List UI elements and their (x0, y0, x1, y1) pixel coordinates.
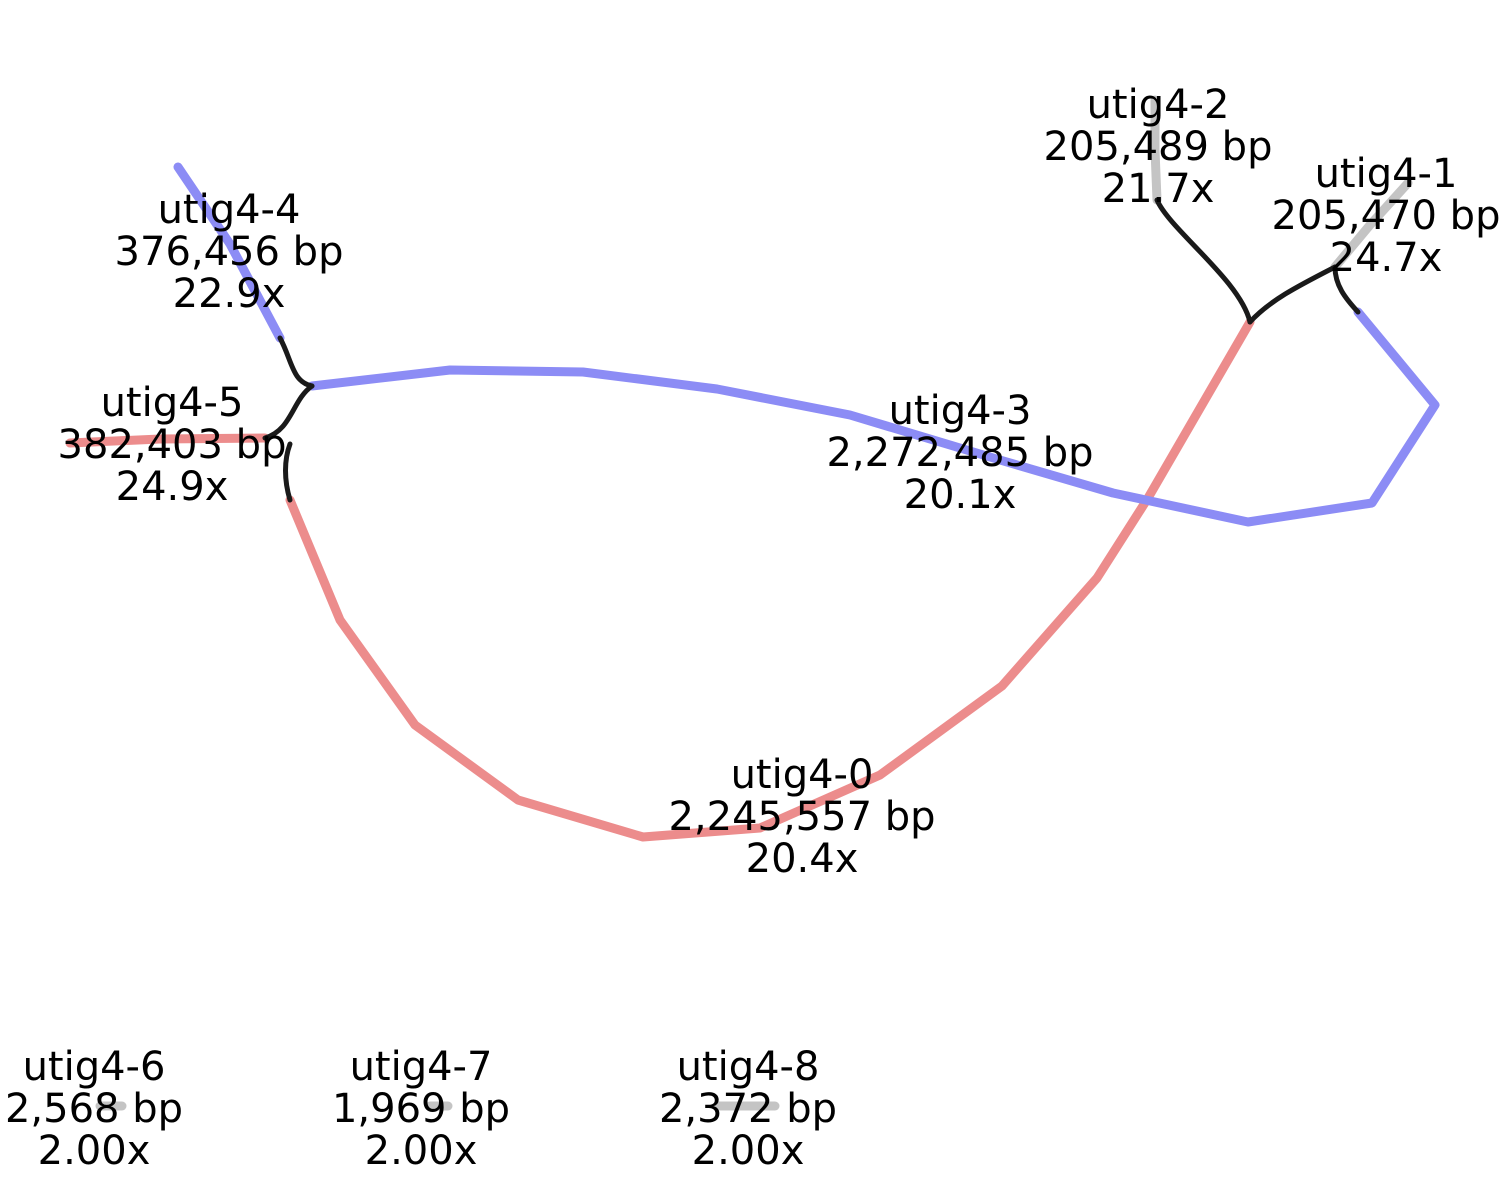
node-depth: 21.7x (1102, 166, 1215, 212)
node-depth: 20.4x (746, 836, 859, 882)
link-utig4-3-utig4-5 (262, 383, 315, 441)
node-depth: 20.1x (904, 472, 1017, 518)
node-length: 205,489 bp (1044, 124, 1273, 170)
label-utig4-0: utig4-0 2,245,557 bp 20.4x (668, 752, 935, 882)
node-name: utig4-4 (158, 187, 301, 233)
node-depth: 24.7x (1330, 235, 1443, 281)
node-length: 382,403 bp (58, 422, 287, 468)
node-length: 2,272,485 bp (826, 430, 1093, 476)
label-utig4-6: utig4-6 2,568 bp 2.00x (5, 1044, 183, 1174)
link-utig4-5-utig4-0 (283, 441, 293, 503)
node-name: utig4-6 (23, 1044, 166, 1090)
node-name: utig4-1 (1315, 151, 1458, 197)
node-depth: 2.00x (692, 1128, 805, 1174)
node-length: 2,245,557 bp (668, 794, 935, 840)
link-utig4-1-utig4-3 (1332, 264, 1361, 315)
link-utig4-0-utig4-1 (1247, 264, 1338, 325)
node-depth: 24.9x (116, 464, 229, 510)
label-utig4-5: utig4-5 382,403 bp 24.9x (58, 380, 287, 510)
node-name: utig4-5 (101, 380, 244, 426)
label-utig4-8: utig4-8 2,372 bp 2.00x (659, 1044, 837, 1174)
label-utig4-7: utig4-7 1,969 bp 2.00x (332, 1044, 510, 1174)
node-labels: utig4-2 205,489 bp 21.7x utig4-1 205,470… (5, 82, 1500, 1174)
link-utig4-4-utig4-3 (277, 335, 315, 389)
label-utig4-3: utig4-3 2,272,485 bp 20.1x (826, 388, 1093, 518)
node-name: utig4-8 (677, 1044, 820, 1090)
link-utig4-2-utig4-0 (1154, 197, 1253, 325)
graph-links (262, 197, 1361, 503)
segment-utig4-4[interactable] (173, 162, 285, 343)
node-length: 1,969 bp (332, 1086, 510, 1132)
node-depth: 22.9x (173, 271, 286, 317)
segment-utig4-5[interactable] (65, 433, 270, 448)
segment-utig4-1[interactable] (1330, 178, 1413, 272)
segment-utig4-0[interactable] (285, 317, 1255, 842)
node-length: 2,568 bp (5, 1086, 183, 1132)
node-length: 376,456 bp (115, 229, 344, 275)
label-utig4-2: utig4-2 205,489 bp 21.7x (1044, 82, 1273, 212)
node-name: utig4-7 (350, 1044, 493, 1090)
node-segments (65, 95, 1440, 1111)
node-name: utig4-2 (1087, 82, 1230, 128)
node-length: 205,470 bp (1272, 193, 1501, 239)
node-name: utig4-0 (731, 752, 874, 798)
node-depth: 2.00x (365, 1128, 478, 1174)
segment-utig4-3[interactable] (307, 307, 1440, 527)
node-name: utig4-3 (889, 388, 1032, 434)
label-utig4-4: utig4-4 376,456 bp 22.9x (115, 187, 344, 317)
node-depth: 2.00x (38, 1128, 151, 1174)
segment-utig4-2[interactable] (1150, 95, 1162, 205)
label-utig4-1: utig4-1 205,470 bp 24.7x (1272, 151, 1501, 281)
node-length: 2,372 bp (659, 1086, 837, 1132)
